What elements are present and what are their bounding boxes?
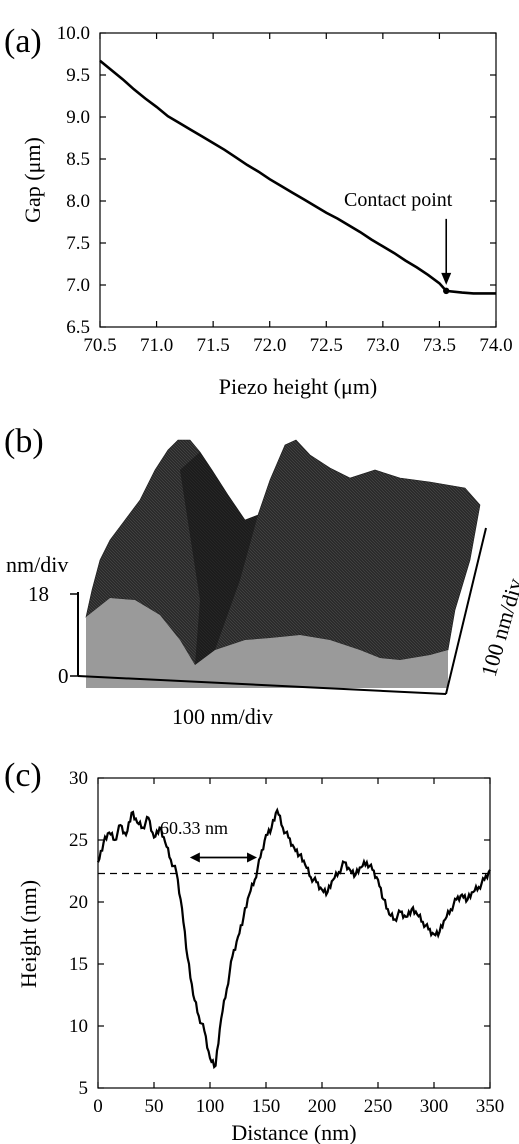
y-tick-label: 8.5: [66, 149, 90, 170]
x-tick-label: 71.5: [197, 335, 230, 356]
panel-c: (c) 5 10 15 20 25 30 0 50 100 150 200 250 300 350 60…: [4, 757, 504, 1144]
x-base-axis-label: 100 nm/div: [172, 704, 273, 729]
x-tick-label: 71.0: [140, 335, 173, 356]
x-tick-label: 70.5: [83, 335, 116, 356]
panel-a-y-ticks: 6.5 7.0 7.5 8.0 8.5 9.0 9.5 10.0: [57, 23, 496, 338]
y-tick-label: 15: [69, 954, 88, 975]
panel-c-x-ticks: 0 50 100 150 200 250 300 350: [93, 778, 504, 1117]
contact-point-label: Contact point: [344, 189, 453, 211]
panel-c-frame: [97, 777, 491, 1089]
panel-c-y-ticks: 5 10 15 20 25 30: [69, 768, 490, 1099]
panel-c-y-label: Height (nm): [16, 880, 41, 988]
surface-front-face: [86, 598, 448, 688]
panel-c-label: (c): [4, 757, 42, 794]
x-tick-label: 73.5: [423, 335, 456, 356]
contact-point-arrowhead: [441, 272, 452, 285]
panel-a-y-label: Gap (μm): [20, 137, 45, 223]
z-axis-label: nm/div: [6, 552, 68, 577]
y-base-axis-label: 100 nm/div: [476, 576, 519, 680]
y-tick-label: 25: [69, 830, 88, 851]
y-tick-label: 7.0: [66, 275, 90, 296]
panel-a: (a) 6.5 7.0 7.5 8.0 8.5 9.0 9.5 10.0 70.5 71.0 71…: [4, 23, 513, 399]
x-tick-label: 73.0: [366, 335, 399, 356]
y-tick-label: 9.5: [66, 65, 90, 86]
z-tick-18: 18: [28, 582, 49, 606]
x-tick-label: 72.5: [310, 335, 343, 356]
x-tick-label: 0: [93, 1096, 103, 1117]
y-tick-label: 5: [79, 1078, 89, 1099]
y-tick-label: 20: [69, 892, 88, 913]
panel-b: (b) nm/div 18 0 100 nm/div 100 nm/div: [4, 423, 519, 729]
panel-c-x-label: Distance (nm): [231, 1120, 356, 1144]
x-tick-label: 100: [196, 1096, 225, 1117]
contact-point-marker: [443, 287, 450, 295]
width-dimension-arrow-right: [247, 852, 258, 863]
y-tick-label: 7.5: [66, 233, 90, 254]
x-tick-label: 50: [145, 1096, 164, 1117]
x-tick-label: 250: [364, 1096, 393, 1117]
y-tick-label: 10: [69, 1016, 88, 1037]
y-tick-label: 30: [69, 768, 88, 789]
width-annotation-label: 60.33 nm: [160, 818, 228, 838]
y-tick-label: 10.0: [57, 23, 90, 44]
panel-a-series-line: [99, 59, 496, 295]
x-tick-label: 300: [420, 1096, 449, 1117]
panel-a-x-label: Piezo height (μm): [219, 374, 377, 399]
panel-a-frame: [99, 32, 497, 328]
y-base-axis: [445, 527, 487, 695]
z-tick-0: 0: [58, 664, 69, 688]
x-tick-label: 150: [252, 1096, 281, 1117]
x-tick-label: 350: [476, 1096, 505, 1117]
panel-a-x-ticks: 70.5 71.0 71.5 72.0 72.5 73.0 73.5 74.0: [83, 33, 513, 356]
surface-shadow: [180, 452, 258, 665]
y-tick-label: 9.0: [66, 107, 90, 128]
panel-c-series-line: [96, 807, 491, 1070]
x-tick-label: 200: [308, 1096, 337, 1117]
x-base-axis: [77, 675, 447, 695]
y-tick-label: 6.5: [66, 317, 90, 338]
x-tick-label: 72.0: [253, 335, 286, 356]
y-tick-label: 8.0: [66, 191, 90, 212]
panel-b-label: (b): [4, 423, 44, 460]
x-tick-label: 74.0: [479, 335, 512, 356]
panel-a-label: (a): [4, 23, 42, 60]
width-dimension-arrow-left: [189, 852, 200, 863]
